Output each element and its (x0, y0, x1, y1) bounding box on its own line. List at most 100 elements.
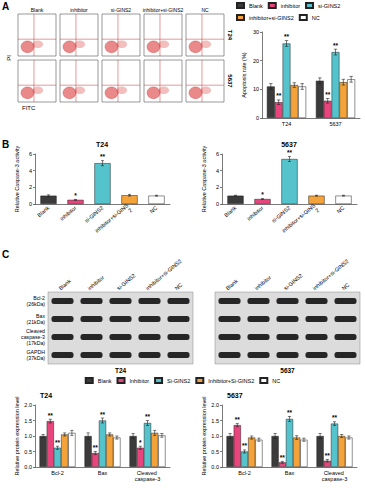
svg-text:10: 10 (253, 86, 259, 92)
svg-text:20: 20 (253, 58, 259, 64)
svg-text:**: ** (333, 42, 339, 49)
svg-text:**: ** (276, 92, 282, 99)
svg-text:Relative Caspase-3 activity: Relative Caspase-3 activity (14, 146, 20, 213)
svg-text:Blank: Blank (58, 278, 73, 292)
svg-text:*: * (74, 192, 77, 199)
svg-text:2: 2 (314, 207, 320, 214)
svg-text:NC: NC (201, 7, 209, 13)
svg-text:*: * (139, 439, 142, 446)
svg-text:Blank: Blank (225, 278, 240, 292)
svg-text:FITC: FITC (22, 105, 36, 111)
svg-text:inhibitor+si-GINS2: inhibitor+si-GINS2 (145, 258, 183, 291)
svg-text:0.0: 0.0 (211, 464, 219, 470)
svg-text:Blank: Blank (31, 7, 44, 13)
svg-text:*: * (261, 191, 264, 198)
svg-text:**: ** (284, 33, 290, 40)
svg-text:**: ** (100, 411, 106, 418)
svg-text:**: ** (235, 416, 241, 423)
svg-text:T24: T24 (227, 30, 233, 41)
svg-text:(37kDa): (37kDa) (27, 355, 46, 361)
svg-text:Bax: Bax (98, 470, 108, 476)
svg-text:NC: NC (335, 205, 345, 215)
svg-text:si-GINS2: si-GINS2 (283, 272, 304, 291)
svg-text:A: A (2, 1, 9, 12)
svg-text:**: ** (145, 413, 151, 420)
svg-text:si-GINS2: si-GINS2 (116, 272, 137, 291)
svg-text:Bcl-2: Bcl-2 (51, 470, 64, 476)
svg-text:1.5: 1.5 (211, 418, 219, 424)
svg-text:T24: T24 (96, 141, 108, 148)
svg-text:Inhibitor+Si-GINS2: Inhibitor+Si-GINS2 (208, 378, 254, 384)
svg-text:1.0: 1.0 (24, 433, 32, 439)
svg-text:inhibitor+si-GINS2: inhibitor+si-GINS2 (312, 258, 350, 291)
svg-text:5637: 5637 (280, 367, 295, 374)
svg-text:Blank: Blank (98, 378, 112, 384)
svg-text:0.5: 0.5 (211, 449, 219, 455)
svg-text:0: 0 (216, 201, 219, 207)
svg-text:Relative protein expression le: Relative protein expression level (14, 396, 20, 475)
svg-text:5637: 5637 (281, 141, 297, 148)
svg-text:2: 2 (216, 184, 219, 190)
svg-text:si-GINS2: si-GINS2 (270, 205, 291, 224)
svg-text:inhibitor: inhibitor (87, 274, 106, 291)
svg-text:inhibitor+si-GINS2: inhibitor+si-GINS2 (249, 15, 294, 21)
svg-text:**: ** (242, 442, 248, 449)
svg-text:**: ** (48, 412, 54, 419)
svg-text:Relative Caspase-3 activity: Relative Caspase-3 activity (201, 146, 207, 213)
svg-text:**: ** (287, 149, 293, 156)
svg-text:caspase-3: caspase-3 (322, 476, 347, 482)
svg-text:**: ** (325, 452, 331, 459)
svg-text:C: C (2, 249, 9, 260)
svg-text:5637: 5637 (227, 74, 233, 88)
svg-text:6: 6 (216, 151, 219, 157)
svg-text:si-GINS2: si-GINS2 (111, 7, 132, 13)
svg-text:NC: NC (174, 282, 184, 292)
svg-text:**: ** (280, 454, 286, 461)
svg-text:PI: PI (6, 55, 12, 61)
svg-text:(17kDa): (17kDa) (27, 340, 46, 346)
svg-text:B: B (2, 139, 9, 150)
svg-text:caspase-3: caspase-3 (135, 476, 160, 482)
svg-text:Blank: Blank (223, 205, 238, 219)
svg-text:2: 2 (127, 207, 133, 214)
svg-text:T24: T24 (40, 392, 52, 399)
svg-text:(26kDa): (26kDa) (27, 301, 46, 307)
svg-text:inhibitor+si-GINS: inhibitor+si-GINS (281, 202, 317, 234)
svg-text:**: ** (100, 153, 106, 160)
svg-text:si-GINS2: si-GINS2 (318, 3, 340, 9)
svg-text:2.0: 2.0 (24, 402, 32, 408)
svg-text:30: 30 (253, 29, 259, 35)
svg-text:Blank: Blank (249, 3, 263, 9)
svg-text:0: 0 (256, 115, 259, 121)
svg-text:T24: T24 (115, 367, 127, 374)
svg-text:2.0: 2.0 (211, 402, 219, 408)
svg-text:Bax: Bax (285, 470, 295, 476)
svg-text:**: ** (93, 444, 99, 451)
svg-text:Relative protein expression le: Relative protein expression level (201, 396, 207, 475)
svg-text:Si-GINS2: Si-GINS2 (167, 378, 190, 384)
svg-text:4: 4 (216, 168, 219, 174)
svg-text:(21kDa): (21kDa) (27, 319, 46, 325)
svg-text:Bcl-2: Bcl-2 (238, 470, 251, 476)
svg-text:inhibitor+si-GINS2: inhibitor+si-GINS2 (143, 7, 184, 13)
svg-text:1.0: 1.0 (211, 433, 219, 439)
svg-text:**: ** (325, 91, 331, 98)
svg-text:Inhibitor: Inhibitor (130, 378, 150, 384)
svg-text:inhibitor: inhibitor (246, 205, 265, 222)
svg-text:4: 4 (29, 168, 32, 174)
svg-text:0: 0 (29, 201, 32, 207)
svg-text:inhibitor: inhibitor (59, 205, 78, 222)
svg-text:0.0: 0.0 (24, 464, 32, 470)
svg-text:NC: NC (341, 282, 351, 292)
svg-text:**: ** (287, 409, 293, 416)
svg-text:**: ** (332, 414, 338, 421)
svg-text:NC: NC (312, 15, 320, 21)
svg-text:Blank: Blank (36, 205, 51, 219)
svg-text:0.5: 0.5 (24, 449, 32, 455)
svg-text:**: ** (55, 439, 61, 446)
svg-text:2: 2 (29, 184, 32, 190)
svg-text:5637: 5637 (227, 392, 243, 399)
svg-text:5637: 5637 (329, 121, 341, 127)
svg-text:si-GINS2: si-GINS2 (83, 205, 104, 224)
svg-text:NC: NC (272, 378, 280, 384)
